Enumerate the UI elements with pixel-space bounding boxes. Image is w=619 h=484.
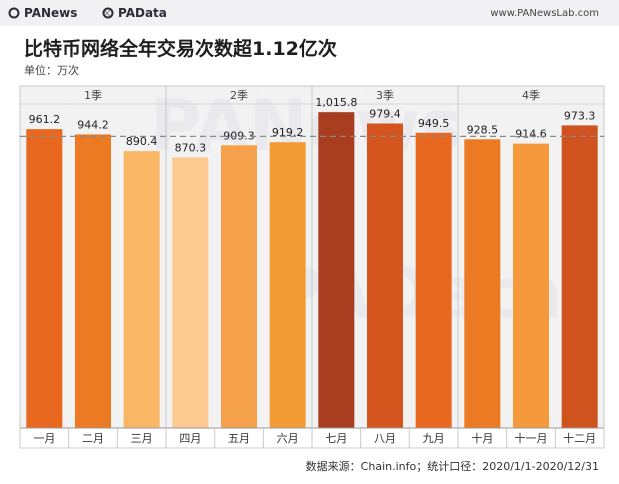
category-label: 九月 — [423, 432, 445, 445]
bar-7 — [318, 112, 355, 429]
bar-3 — [123, 151, 160, 428]
category-label: 六月 — [277, 432, 299, 445]
site-url[interactable]: www.PANewsLab.com — [490, 8, 599, 19]
source-note: 数据来源：Chain.info；统计口径：2020/1/1-2020/12/31 — [305, 460, 599, 473]
category-label: 一月 — [33, 432, 55, 445]
watermark-panews: PANews — [150, 85, 461, 167]
bar-2 — [74, 134, 112, 428]
bar-10 — [464, 139, 501, 428]
value-label: 919.2 — [272, 126, 304, 139]
quarter-label: 4季 — [522, 89, 540, 102]
brand-separator: × — [102, 6, 113, 20]
unit-label: 单位：万次 — [24, 64, 79, 77]
category-label: 十二月 — [563, 431, 596, 445]
category-label: 四月 — [179, 432, 201, 445]
value-label: 973.3 — [564, 109, 596, 122]
value-label: 914.6 — [515, 128, 547, 141]
value-label: 979.4 — [369, 107, 401, 120]
bar-4 — [172, 157, 209, 428]
category-label: 三月 — [131, 432, 153, 445]
panews-brand: PANews — [24, 6, 78, 20]
value-label: 944.2 — [77, 118, 109, 131]
value-label: 949.5 — [418, 117, 450, 130]
quarter-label: 3季 — [376, 89, 394, 102]
bar-6 — [269, 142, 306, 429]
value-label: 928.5 — [467, 123, 499, 136]
category-label: 八月 — [374, 432, 396, 445]
bar-11 — [512, 143, 550, 428]
category-label: 十一月 — [515, 431, 548, 445]
category-label: 二月 — [82, 432, 104, 445]
padata-logo-icon — [102, 7, 114, 19]
bar-9 — [415, 132, 452, 429]
chart-title: 比特币网络全年交易次数超1.12亿次 — [24, 38, 337, 60]
value-label: 870.3 — [175, 141, 207, 154]
quarter-label: 1季 — [84, 89, 102, 102]
bar-8 — [366, 123, 404, 428]
quarter-label: 2季 — [230, 89, 248, 102]
category-label: 十月 — [471, 431, 493, 445]
category-label: 五月 — [228, 432, 250, 445]
bar-12 — [561, 125, 598, 428]
padata-brand: PAData — [118, 6, 167, 20]
category-label: 七月 — [325, 432, 347, 445]
value-label: 1,015.8 — [315, 96, 357, 109]
value-label: 890.4 — [126, 135, 158, 148]
bar-5 — [220, 145, 258, 429]
panews-logo-icon — [8, 7, 20, 19]
value-label: 961.2 — [29, 113, 61, 126]
value-label: 909.3 — [223, 129, 255, 142]
bar-1 — [26, 129, 63, 428]
